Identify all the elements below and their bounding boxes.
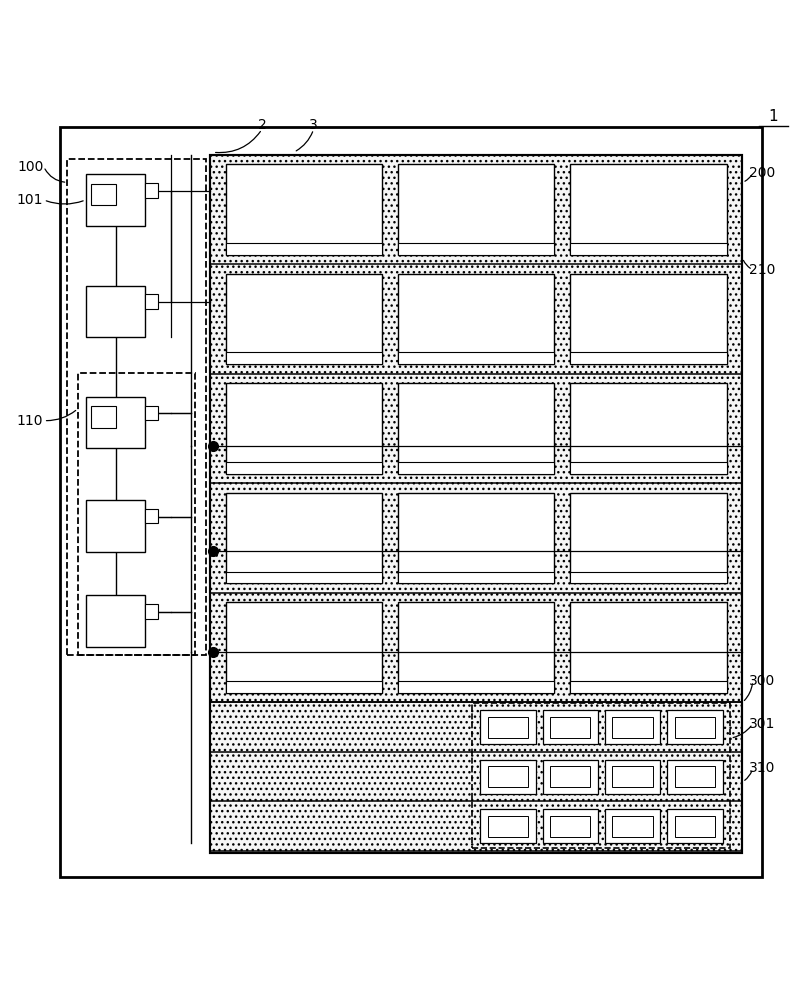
Bar [78, 373, 195, 655]
Bar [675, 766, 715, 787]
Bar [570, 493, 727, 583]
Text: 301: 301 [749, 717, 776, 731]
Bar [612, 717, 653, 738]
Bar [488, 717, 528, 738]
Bar [570, 462, 727, 474]
Bar [399, 681, 554, 693]
Bar [605, 710, 661, 744]
Bar [667, 760, 723, 794]
Bar [399, 383, 554, 474]
Bar [472, 703, 730, 848]
Bar [550, 717, 591, 738]
Bar [480, 760, 536, 794]
Bar [399, 352, 554, 364]
Bar [612, 816, 653, 837]
Bar [86, 595, 145, 647]
Bar [399, 164, 554, 255]
Bar [399, 572, 554, 583]
Bar [667, 710, 723, 744]
Bar [226, 352, 383, 364]
Text: 100: 100 [17, 160, 44, 174]
Bar [67, 159, 206, 655]
Bar [605, 809, 661, 843]
Bar [570, 164, 727, 255]
Bar [570, 352, 727, 364]
Bar [226, 383, 383, 474]
Bar [570, 681, 727, 693]
Bar [60, 127, 762, 877]
Bar [86, 174, 145, 226]
Bar [86, 500, 145, 552]
Bar [550, 766, 591, 787]
Bar [570, 602, 727, 693]
Bar [226, 572, 383, 583]
Bar [542, 760, 598, 794]
Bar [226, 164, 383, 255]
Bar [399, 462, 554, 474]
Text: 101: 101 [17, 193, 44, 207]
Text: 210: 210 [749, 263, 776, 277]
Bar [605, 760, 661, 794]
Bar [675, 717, 715, 738]
Bar [675, 816, 715, 837]
Bar [145, 294, 158, 309]
Bar [480, 710, 536, 744]
Bar [145, 406, 158, 420]
Bar [210, 155, 742, 853]
Bar [399, 274, 554, 364]
Bar [480, 809, 536, 843]
Bar [86, 286, 145, 337]
Text: 1: 1 [769, 109, 778, 124]
Text: 2: 2 [257, 118, 267, 132]
Text: 3: 3 [309, 118, 318, 132]
Bar [570, 572, 727, 583]
Bar [226, 602, 383, 693]
Bar [91, 184, 116, 205]
Bar [399, 602, 554, 693]
Bar [612, 766, 653, 787]
Bar [399, 493, 554, 583]
Bar [570, 383, 727, 474]
Bar [488, 766, 528, 787]
Text: 110: 110 [17, 414, 44, 428]
Bar [226, 462, 383, 474]
Bar [145, 509, 158, 523]
Bar [570, 243, 727, 255]
Bar [550, 816, 591, 837]
Bar [145, 183, 158, 198]
Bar [210, 155, 742, 853]
Text: 310: 310 [749, 761, 776, 775]
Bar [226, 243, 383, 255]
Bar [399, 243, 554, 255]
Bar [145, 604, 158, 619]
Bar [226, 681, 383, 693]
Bar [542, 809, 598, 843]
Bar [570, 274, 727, 364]
Bar [488, 816, 528, 837]
Bar [542, 710, 598, 744]
Bar [226, 493, 383, 583]
Bar [91, 406, 116, 428]
Text: 300: 300 [749, 674, 776, 688]
Bar [226, 274, 383, 364]
Bar [667, 809, 723, 843]
Bar [86, 397, 145, 448]
Text: 200: 200 [749, 166, 776, 180]
